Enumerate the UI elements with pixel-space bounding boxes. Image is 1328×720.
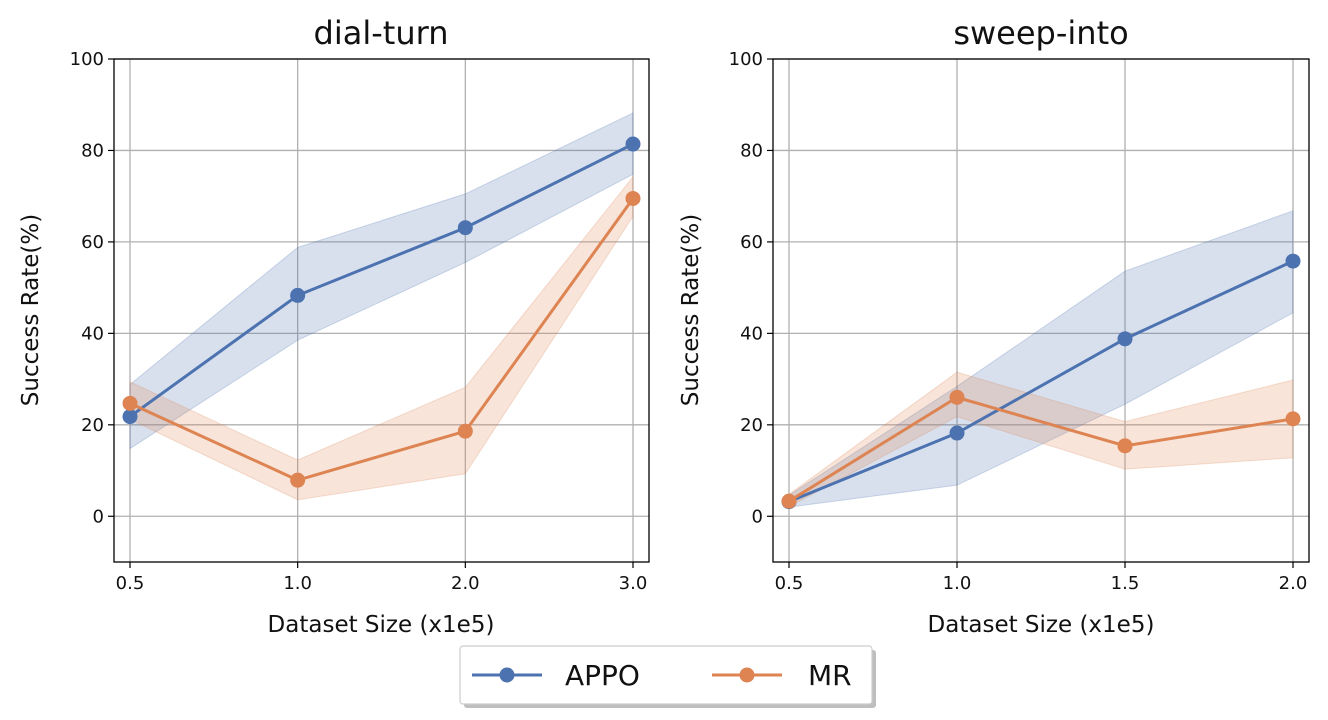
x-tick-label: 1.0	[943, 573, 972, 594]
appo-confidence-band	[788, 210, 1294, 508]
mr-data-point	[457, 423, 473, 439]
x-tick-label: 0.5	[116, 573, 145, 594]
y-tick-label: 0	[93, 506, 104, 527]
legend-appo-label: APPO	[565, 659, 640, 692]
appo-series-line	[788, 259, 1294, 504]
x-tick-label: 1.0	[283, 573, 312, 594]
y-tick-label: 60	[81, 232, 104, 253]
appo-data-point	[122, 409, 138, 425]
y-tick-label: 100	[70, 49, 104, 70]
mr-series-line	[129, 197, 635, 482]
y-tick-label: 20	[81, 415, 104, 436]
x-tick-label: 2.0	[451, 573, 480, 594]
y-axis-label: Success Rate(%)	[18, 214, 44, 406]
appo-data-point	[1117, 331, 1133, 347]
legend-box	[459, 645, 873, 705]
y-tick-label: 20	[740, 415, 763, 436]
plot-frame	[772, 58, 1310, 563]
appo-confidence-band	[129, 112, 634, 450]
mr-data-point	[122, 395, 138, 411]
legend-mr-label: MR	[808, 659, 852, 692]
y-tick-label: 40	[740, 323, 763, 344]
appo-series-line	[129, 142, 634, 418]
x-axis-label: Dataset Size (x1e5)	[268, 612, 495, 638]
legend: APPO MR	[459, 645, 876, 708]
chart-title: sweep-into	[953, 14, 1128, 52]
legend-appo-marker	[499, 667, 515, 683]
subplot-sweep-into: sweep-into 0.5 1.0 1.5 2.0 0 20 40 60 80 100 Data…	[678, 14, 1310, 638]
mr-data-point	[781, 493, 797, 509]
y-tick-label: 100	[729, 49, 763, 70]
y-tick-label: 40	[81, 323, 104, 344]
appo-data-point	[290, 287, 306, 303]
mr-data-point	[290, 472, 306, 488]
mr-data-point	[949, 389, 965, 405]
legend-mr-marker	[739, 667, 755, 683]
chart-title: dial-turn	[314, 14, 449, 52]
appo-data-point	[1285, 253, 1301, 269]
mr-data-point	[625, 190, 641, 206]
appo-data-point	[457, 220, 473, 236]
x-axis-label: Dataset Size (x1e5)	[928, 612, 1155, 638]
plot-frame	[113, 58, 650, 563]
y-axis-label: Success Rate(%)	[678, 214, 704, 406]
y-tick-label: 80	[81, 140, 104, 161]
y-tick-label: 80	[740, 140, 763, 161]
mr-series-line	[788, 395, 1294, 503]
appo-data-point	[625, 136, 641, 152]
y-tick-label: 0	[752, 506, 763, 527]
y-tick-label: 60	[740, 232, 763, 253]
appo-data-point	[949, 425, 965, 441]
x-tick-label: 0.5	[775, 573, 804, 594]
x-tick-label: 1.5	[1111, 573, 1140, 594]
mr-data-point	[1117, 438, 1133, 454]
subplot-dial-turn: dial-turn 0.5 1.0 2.0 3.0 0 20 40 60 80 100 Datas…	[18, 14, 650, 638]
x-tick-label: 2.0	[1279, 573, 1308, 594]
mr-data-point	[1285, 411, 1301, 427]
mr-confidence-band	[788, 371, 1294, 508]
x-tick-label: 3.0	[619, 573, 648, 594]
